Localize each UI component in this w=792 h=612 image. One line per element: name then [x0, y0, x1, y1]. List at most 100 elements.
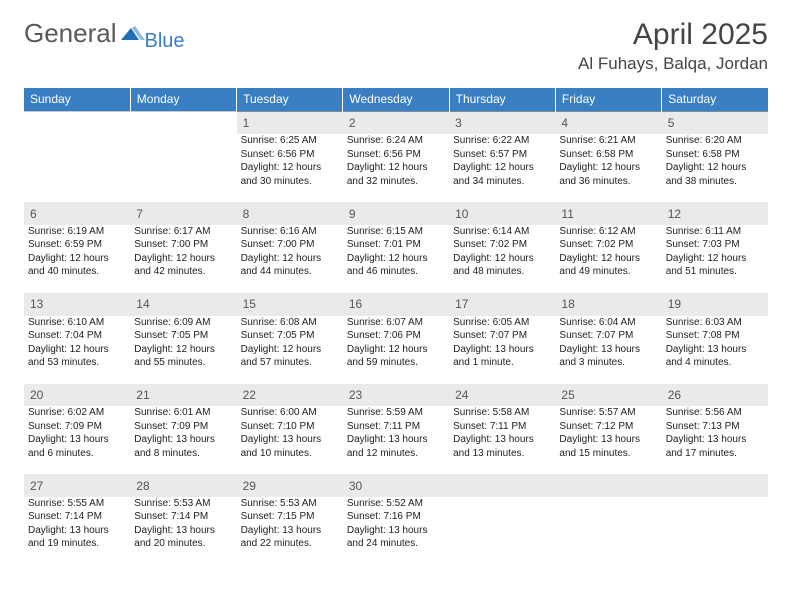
day-number-cell: 23 — [343, 384, 449, 407]
sunset-text: Sunset: 7:09 PM — [134, 420, 232, 434]
daylight-text: Daylight: 12 hours and 46 minutes. — [347, 252, 445, 279]
sunrise-text: Sunrise: 6:15 AM — [347, 225, 445, 239]
day-number-cell: 30 — [343, 474, 449, 497]
sunrise-text: Sunrise: 5:53 AM — [241, 497, 339, 511]
day-number-cell: 7 — [130, 202, 236, 225]
day-body-row: Sunrise: 6:10 AMSunset: 7:04 PMDaylight:… — [24, 316, 768, 384]
sunrise-text: Sunrise: 6:17 AM — [134, 225, 232, 239]
logo-text-blue: Blue — [145, 30, 185, 53]
topbar: General Blue April 2025 Al Fuhays, Balqa… — [24, 18, 768, 74]
sunset-text: Sunset: 7:10 PM — [241, 420, 339, 434]
daylight-text: Daylight: 13 hours and 15 minutes. — [559, 433, 657, 460]
sunrise-text: Sunrise: 6:11 AM — [666, 225, 764, 239]
day-body-cell — [130, 134, 236, 202]
daylight-text: Daylight: 12 hours and 55 minutes. — [134, 343, 232, 370]
day-body-row: Sunrise: 5:55 AMSunset: 7:14 PMDaylight:… — [24, 497, 768, 565]
day-body-cell — [555, 497, 661, 565]
weekday-header: Monday — [130, 88, 236, 112]
sunrise-text: Sunrise: 5:57 AM — [559, 406, 657, 420]
sunset-text: Sunset: 7:03 PM — [666, 238, 764, 252]
day-body-cell: Sunrise: 6:17 AMSunset: 7:00 PMDaylight:… — [130, 225, 236, 293]
day-number-cell: 5 — [662, 112, 768, 135]
day-body-cell: Sunrise: 6:02 AMSunset: 7:09 PMDaylight:… — [24, 406, 130, 474]
day-number-cell: 1 — [237, 112, 343, 135]
day-body-cell: Sunrise: 6:22 AMSunset: 6:57 PMDaylight:… — [449, 134, 555, 202]
sunset-text: Sunset: 6:57 PM — [453, 148, 551, 162]
sunrise-text: Sunrise: 5:56 AM — [666, 406, 764, 420]
month-title: April 2025 — [578, 18, 768, 52]
day-body-cell: Sunrise: 6:11 AMSunset: 7:03 PMDaylight:… — [662, 225, 768, 293]
sunrise-text: Sunrise: 5:58 AM — [453, 406, 551, 420]
day-body-cell: Sunrise: 6:08 AMSunset: 7:05 PMDaylight:… — [237, 316, 343, 384]
day-number-cell: 15 — [237, 293, 343, 316]
day-body-cell: Sunrise: 5:55 AMSunset: 7:14 PMDaylight:… — [24, 497, 130, 565]
day-body-row: Sunrise: 6:25 AMSunset: 6:56 PMDaylight:… — [24, 134, 768, 202]
day-number-cell: 13 — [24, 293, 130, 316]
logo: General Blue — [24, 18, 185, 53]
daylight-text: Daylight: 12 hours and 57 minutes. — [241, 343, 339, 370]
sunset-text: Sunset: 6:58 PM — [666, 148, 764, 162]
sunrise-text: Sunrise: 5:52 AM — [347, 497, 445, 511]
sunset-text: Sunset: 7:07 PM — [453, 329, 551, 343]
sunset-text: Sunset: 7:06 PM — [347, 329, 445, 343]
day-number-cell: 25 — [555, 384, 661, 407]
day-body-cell — [24, 134, 130, 202]
day-number-cell — [662, 474, 768, 497]
sunrise-text: Sunrise: 6:01 AM — [134, 406, 232, 420]
sunrise-text: Sunrise: 5:55 AM — [28, 497, 126, 511]
weekday-header: Sunday — [24, 88, 130, 112]
day-body-cell: Sunrise: 5:56 AMSunset: 7:13 PMDaylight:… — [662, 406, 768, 474]
day-body-cell: Sunrise: 6:20 AMSunset: 6:58 PMDaylight:… — [662, 134, 768, 202]
daylight-text: Daylight: 12 hours and 38 minutes. — [666, 161, 764, 188]
day-body-cell: Sunrise: 6:07 AMSunset: 7:06 PMDaylight:… — [343, 316, 449, 384]
weekday-header: Wednesday — [343, 88, 449, 112]
day-number-cell: 16 — [343, 293, 449, 316]
day-number-cell: 17 — [449, 293, 555, 316]
sunrise-text: Sunrise: 5:53 AM — [134, 497, 232, 511]
daylight-text: Daylight: 13 hours and 12 minutes. — [347, 433, 445, 460]
day-number-cell: 29 — [237, 474, 343, 497]
day-number-cell: 11 — [555, 202, 661, 225]
sunset-text: Sunset: 7:14 PM — [28, 510, 126, 524]
sunrise-text: Sunrise: 6:04 AM — [559, 316, 657, 330]
sunrise-text: Sunrise: 6:02 AM — [28, 406, 126, 420]
day-number-cell: 6 — [24, 202, 130, 225]
daylight-text: Daylight: 12 hours and 49 minutes. — [559, 252, 657, 279]
sunrise-text: Sunrise: 6:25 AM — [241, 134, 339, 148]
day-body-row: Sunrise: 6:19 AMSunset: 6:59 PMDaylight:… — [24, 225, 768, 293]
sunset-text: Sunset: 7:11 PM — [453, 420, 551, 434]
day-body-cell: Sunrise: 6:25 AMSunset: 6:56 PMDaylight:… — [237, 134, 343, 202]
day-body-cell: Sunrise: 6:03 AMSunset: 7:08 PMDaylight:… — [662, 316, 768, 384]
sunrise-text: Sunrise: 6:19 AM — [28, 225, 126, 239]
daylight-text: Daylight: 13 hours and 20 minutes. — [134, 524, 232, 551]
day-body-cell — [662, 497, 768, 565]
sunset-text: Sunset: 7:11 PM — [347, 420, 445, 434]
day-number-row: 6789101112 — [24, 202, 768, 225]
day-body-cell: Sunrise: 6:00 AMSunset: 7:10 PMDaylight:… — [237, 406, 343, 474]
sunset-text: Sunset: 7:14 PM — [134, 510, 232, 524]
weekday-header-row: SundayMondayTuesdayWednesdayThursdayFrid… — [24, 88, 768, 112]
day-number-cell — [449, 474, 555, 497]
sunrise-text: Sunrise: 6:16 AM — [241, 225, 339, 239]
sunset-text: Sunset: 6:56 PM — [347, 148, 445, 162]
sunrise-text: Sunrise: 6:21 AM — [559, 134, 657, 148]
day-number-cell — [24, 112, 130, 135]
daylight-text: Daylight: 13 hours and 13 minutes. — [453, 433, 551, 460]
sunrise-text: Sunrise: 6:09 AM — [134, 316, 232, 330]
day-number-row: 27282930 — [24, 474, 768, 497]
daylight-text: Daylight: 13 hours and 24 minutes. — [347, 524, 445, 551]
day-body-row: Sunrise: 6:02 AMSunset: 7:09 PMDaylight:… — [24, 406, 768, 474]
sunset-text: Sunset: 7:02 PM — [453, 238, 551, 252]
sunset-text: Sunset: 6:56 PM — [241, 148, 339, 162]
sunset-text: Sunset: 7:09 PM — [28, 420, 126, 434]
day-number-cell: 4 — [555, 112, 661, 135]
sunset-text: Sunset: 6:58 PM — [559, 148, 657, 162]
daylight-text: Daylight: 12 hours and 34 minutes. — [453, 161, 551, 188]
daylight-text: Daylight: 13 hours and 1 minute. — [453, 343, 551, 370]
weekday-header: Saturday — [662, 88, 768, 112]
day-body-cell: Sunrise: 6:01 AMSunset: 7:09 PMDaylight:… — [130, 406, 236, 474]
day-body-cell — [449, 497, 555, 565]
weekday-header: Friday — [555, 88, 661, 112]
daylight-text: Daylight: 12 hours and 44 minutes. — [241, 252, 339, 279]
sunrise-text: Sunrise: 6:10 AM — [28, 316, 126, 330]
